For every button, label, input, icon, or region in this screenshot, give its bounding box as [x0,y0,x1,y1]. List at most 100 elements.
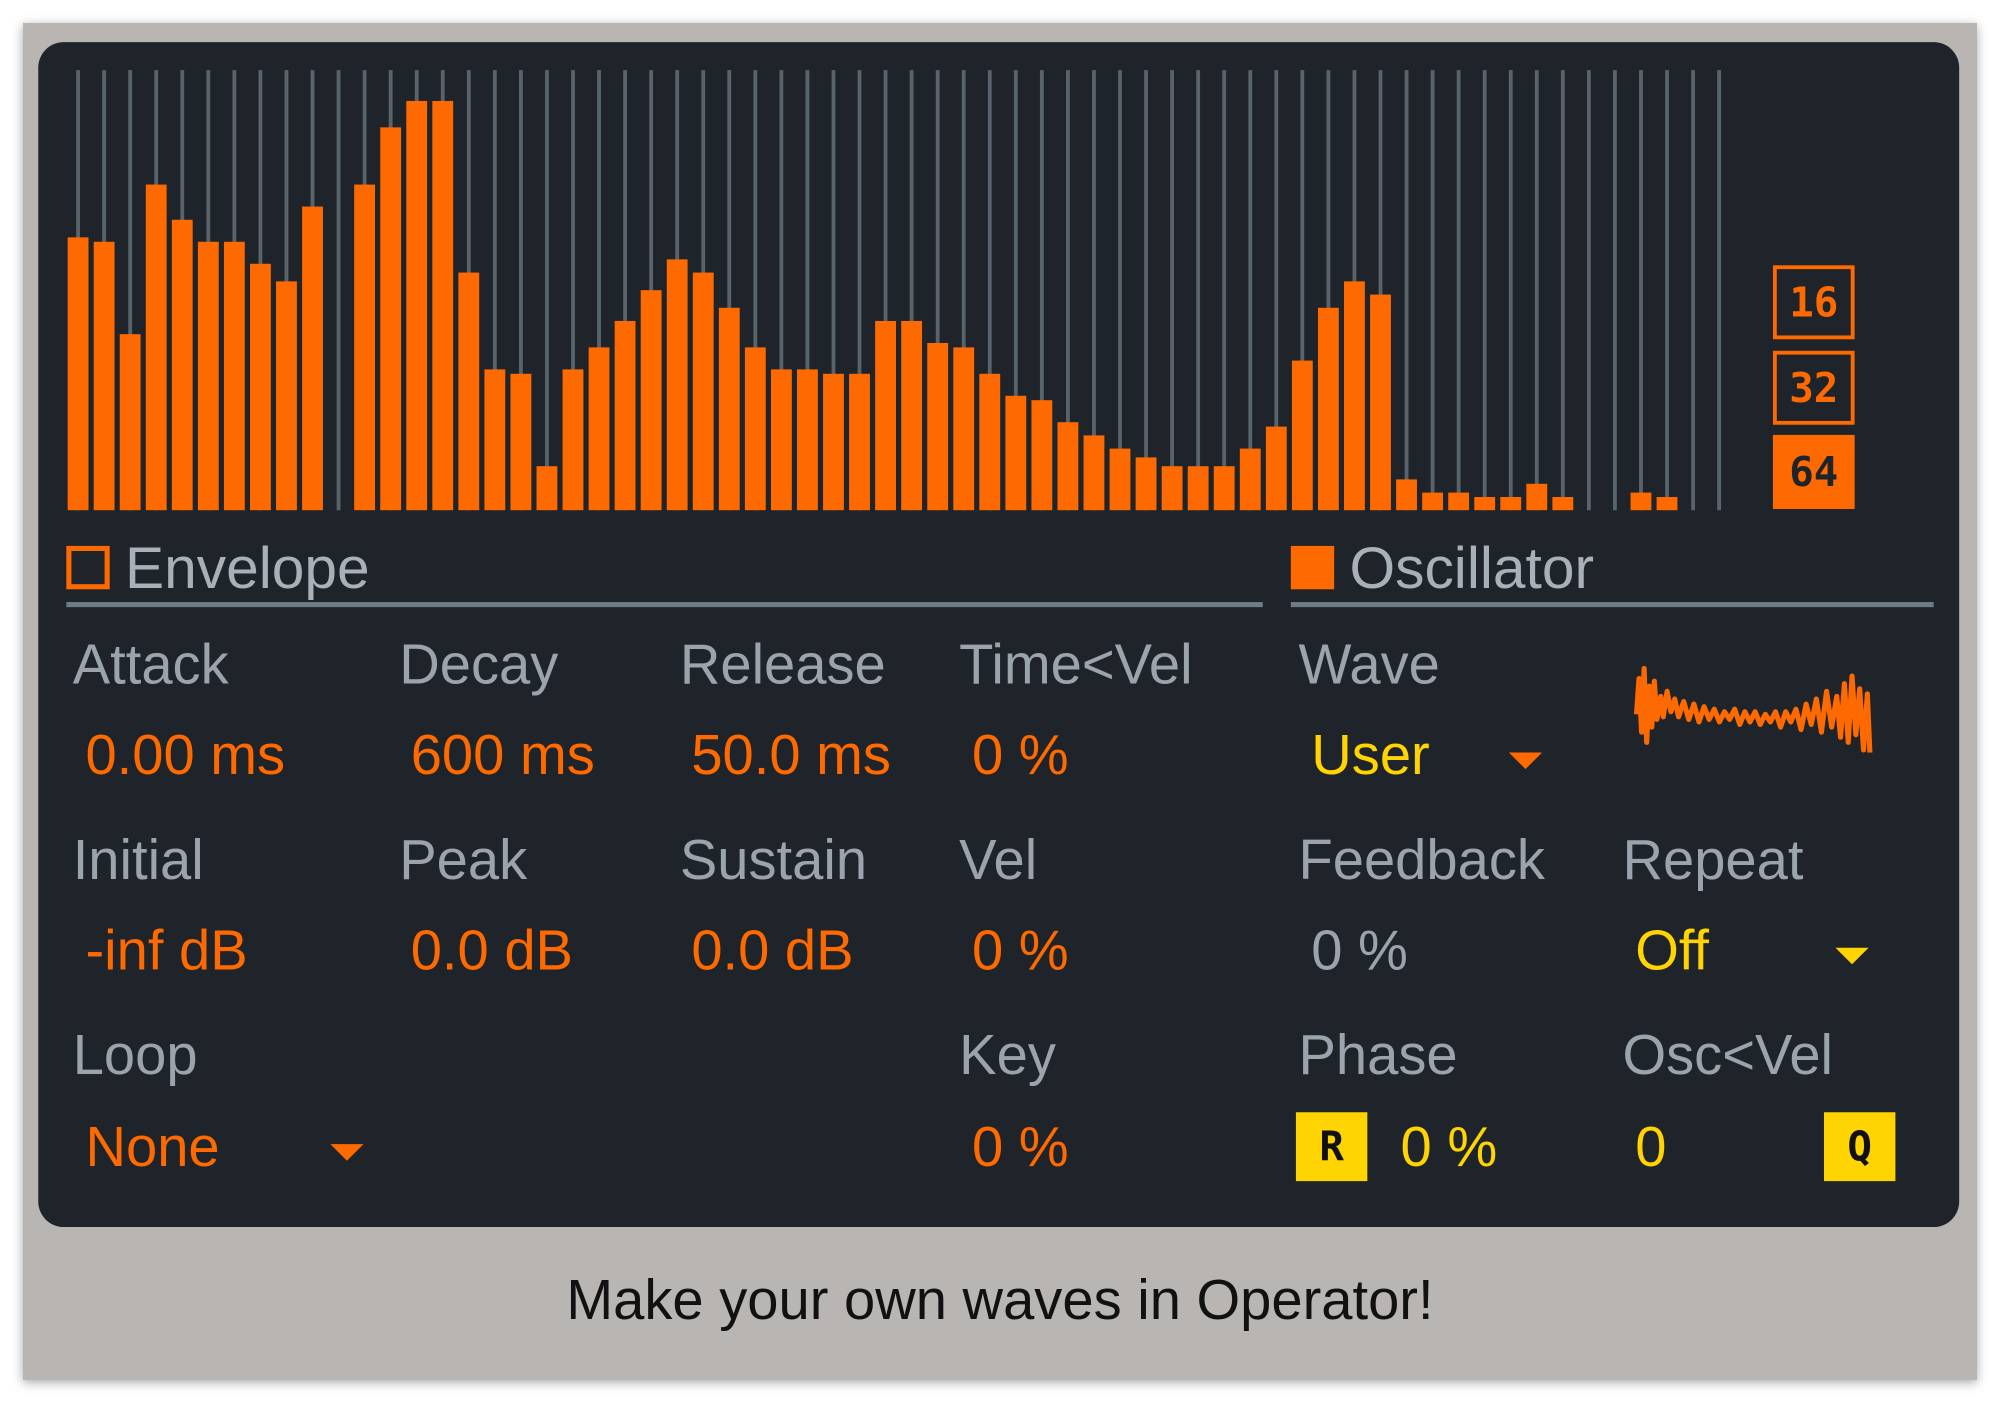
harmonic-bar[interactable] [823,373,844,511]
param-value[interactable]: 0 % [971,1116,1069,1179]
harmonic-bar[interactable] [1422,492,1444,511]
harmonic-bar[interactable] [588,347,610,511]
harmonic-bar[interactable] [1396,479,1417,511]
harmonic-bar[interactable] [1526,483,1548,511]
harmonic-bar[interactable] [197,241,219,511]
resolution-button[interactable]: 32 [1772,350,1855,425]
harmonic-bar[interactable] [901,320,923,511]
harmonic-bar[interactable] [1552,497,1574,511]
dropdown-arrow[interactable] [1508,752,1543,770]
resolution-button[interactable]: 16 [1772,265,1855,340]
harmonic-bar[interactable] [718,307,740,511]
dropdown-value[interactable]: User [1311,724,1430,787]
dropdown-value[interactable]: None [85,1116,220,1179]
harmonic-bar[interactable] [249,263,271,511]
section-rule [1290,602,1934,608]
harmonic-bar[interactable] [875,320,896,511]
param-label: Phase [1298,1024,1458,1087]
param-value[interactable]: 0 % [1311,919,1408,983]
harmonic-bar[interactable] [1370,294,1391,511]
param-value[interactable]: 0 [1635,1116,1667,1179]
param-value[interactable]: 50.0 ms [691,724,891,787]
wave-preview [1633,665,1873,753]
harmonic-bar[interactable] [93,241,115,511]
harmonic-bar[interactable] [145,184,167,511]
harmonic-bar[interactable] [1474,497,1496,511]
harmonic-bar[interactable] [1031,400,1053,511]
harmonic-bar[interactable] [1161,466,1183,511]
harmonic-bar[interactable] [380,127,402,511]
param-value[interactable]: 0 % [971,919,1069,983]
harmonic-bar[interactable] [484,369,506,511]
harmonic-bar[interactable] [640,290,662,511]
envelope-toggle[interactable] [66,545,110,590]
param-value[interactable]: -inf dB [85,919,248,983]
param-label: Osc<Vel [1622,1024,1834,1087]
harmonic-bar[interactable] [1317,307,1339,511]
harmonic-bar[interactable] [953,347,975,511]
dropdown-arrow[interactable] [1835,947,1869,965]
harmonic-bar[interactable] [1344,281,1365,511]
param-label: Loop [72,1024,198,1087]
harmonic-bar[interactable] [302,206,323,511]
param-label: Release [679,633,886,697]
harmonics-editor [67,70,1722,511]
harmonic-bar[interactable] [614,320,636,511]
toggle-button[interactable]: Q [1823,1112,1896,1182]
caption: Make your own waves in Operator! [566,1269,1434,1332]
harmonic-bar[interactable] [1109,448,1131,511]
harmonic-bar[interactable] [1291,360,1313,511]
harmonic-bar[interactable] [797,369,818,511]
harmonic-bar[interactable] [171,219,193,511]
section-rule [66,602,1263,608]
param-label: Vel [959,829,1038,892]
harmonic-bar[interactable] [1500,497,1522,511]
param-value[interactable]: 0 % [971,724,1069,787]
harmonic-bar[interactable] [432,100,454,511]
param-value[interactable]: 0.0 dB [691,919,854,983]
harmonic-bar[interactable] [1005,395,1027,511]
param-label: Time<Vel [959,633,1193,697]
section-title: Envelope [124,534,370,601]
harmonic-bar[interactable] [354,184,376,511]
harmonic-bar[interactable] [927,342,949,511]
harmonic-bar[interactable] [849,373,870,511]
param-value[interactable]: 0 % [1400,1116,1498,1179]
harmonic-bar[interactable] [666,259,688,511]
harmonic-bar[interactable] [979,373,1001,511]
harmonic-bar[interactable] [119,334,141,511]
dropdown-value[interactable]: Off [1635,919,1710,983]
harmonic-bar[interactable] [1656,497,1678,511]
harmonic-bar[interactable] [458,272,480,511]
param-label: Peak [399,829,528,892]
param-label: Initial [72,829,204,892]
harmonic-bar[interactable] [744,347,766,511]
harmonic-bar[interactable] [510,373,532,511]
param-value[interactable]: 0.00 ms [85,724,286,787]
harmonic-bar[interactable] [1630,492,1652,511]
harmonic-bar[interactable] [67,237,89,511]
param-value[interactable]: 0.0 dB [410,919,573,983]
harmonic-bar[interactable] [223,241,245,511]
param-label: Sustain [679,829,868,892]
harmonic-bar[interactable] [276,281,297,511]
oscillator-toggle[interactable] [1290,545,1335,590]
harmonic-bar[interactable] [1265,426,1287,511]
harmonic-bar[interactable] [562,369,584,511]
harmonic-bar[interactable] [406,100,428,511]
param-value[interactable]: 600 ms [410,724,595,787]
harmonic-bar[interactable] [1135,457,1157,511]
harmonic-bar[interactable] [1187,466,1209,511]
harmonic-bar[interactable] [1213,466,1235,511]
harmonic-bar[interactable] [1448,492,1470,511]
harmonic-bar[interactable] [1239,448,1261,511]
dropdown-arrow[interactable] [330,1144,364,1161]
harmonic-bar[interactable] [1057,422,1079,511]
harmonic-bar[interactable] [1083,435,1105,511]
toggle-button[interactable]: R [1295,1112,1368,1182]
harmonic-bar[interactable] [692,272,714,511]
resolution-button[interactable]: 64 [1772,434,1855,509]
harmonic-bar[interactable] [770,369,792,511]
harmonic-bar[interactable] [536,466,558,511]
